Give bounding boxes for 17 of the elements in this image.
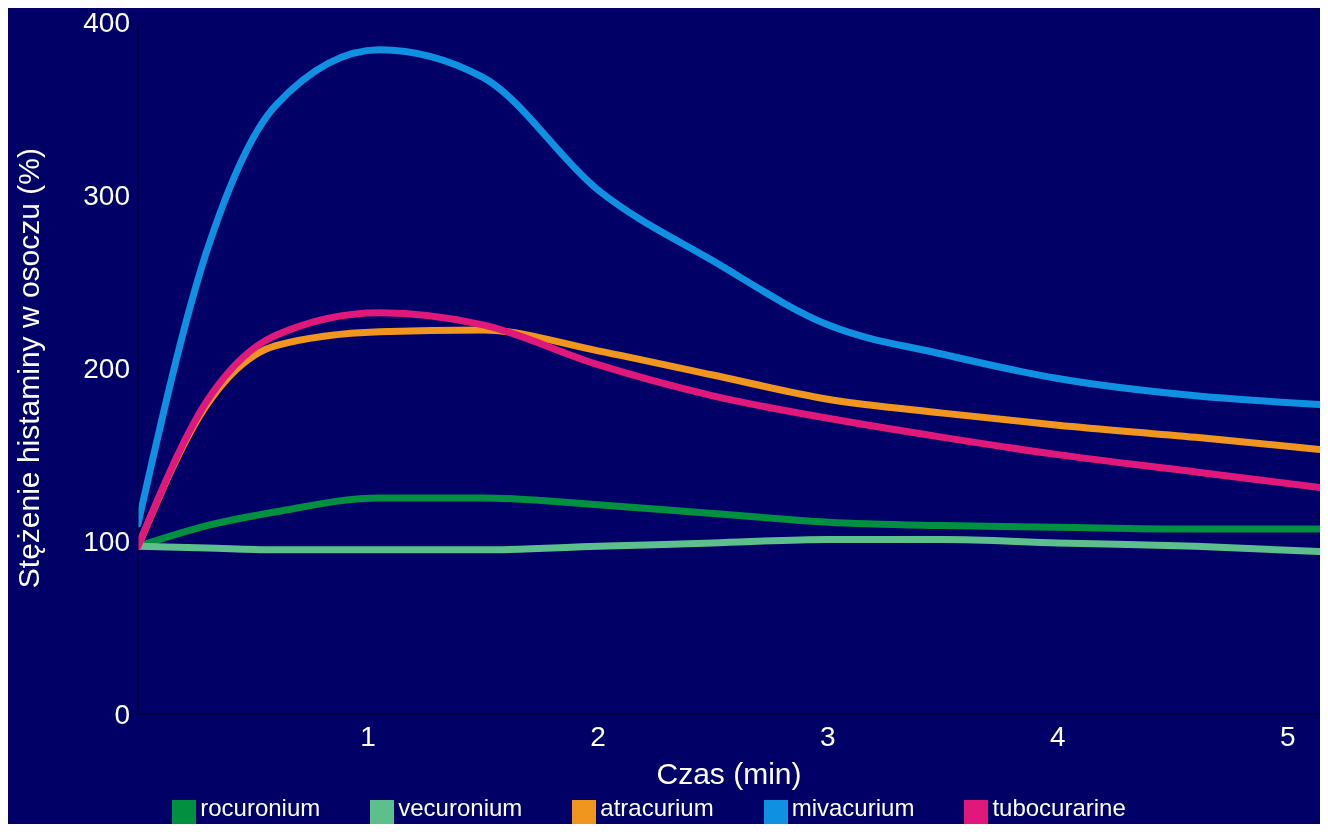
x-tick-label: 5 (1280, 721, 1296, 753)
y-tick-label: 0 (114, 699, 130, 731)
legend-label: tubocurarine (992, 794, 1126, 822)
x-axis-title: Czas (min) (656, 757, 802, 791)
y-axis-title: Stężenie histaminy w osoczu (%) (11, 148, 45, 589)
x-tick-label: 2 (590, 721, 606, 753)
x-tick-label: 1 (360, 721, 376, 753)
y-tick-label: 400 (83, 6, 130, 38)
y-tick-label: 200 (83, 353, 130, 385)
x-tick-label: 4 (1050, 721, 1066, 753)
x-tick-label: 3 (820, 721, 836, 753)
legend-label: mivacurium (791, 794, 915, 822)
legend-label: vecuronium (398, 794, 523, 822)
y-tick-label: 300 (83, 180, 130, 211)
y-tick-label: 100 (83, 526, 130, 558)
legend-label: rocuronium (200, 794, 321, 822)
legend-label: atracurium (600, 794, 714, 822)
